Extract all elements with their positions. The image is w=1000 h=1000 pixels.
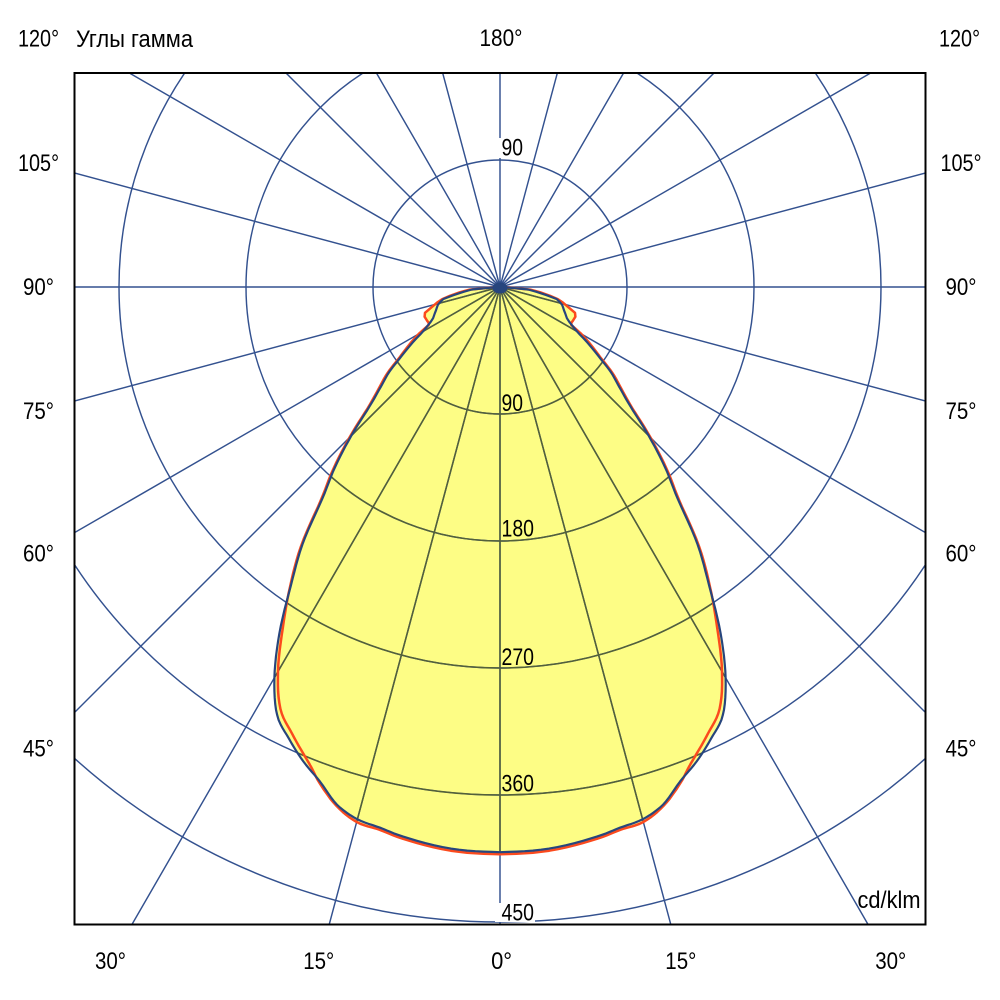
svg-text:75°: 75° xyxy=(946,398,977,425)
svg-text:270: 270 xyxy=(502,644,535,671)
svg-text:Углы гамма: Углы гамма xyxy=(76,26,194,53)
svg-text:90: 90 xyxy=(502,390,524,417)
svg-text:180: 180 xyxy=(502,516,535,543)
svg-text:90: 90 xyxy=(502,135,524,162)
svg-text:60°: 60° xyxy=(23,541,54,568)
svg-text:90°: 90° xyxy=(946,274,977,301)
svg-text:30°: 30° xyxy=(875,948,906,975)
svg-text:30°: 30° xyxy=(95,948,126,975)
svg-text:15°: 15° xyxy=(303,948,334,975)
svg-text:105°: 105° xyxy=(941,150,982,177)
svg-text:120°: 120° xyxy=(18,26,59,53)
svg-text:60°: 60° xyxy=(946,541,977,568)
svg-text:45°: 45° xyxy=(23,736,54,763)
svg-text:90°: 90° xyxy=(23,274,54,301)
svg-text:180°: 180° xyxy=(480,25,523,52)
svg-text:45°: 45° xyxy=(946,736,977,763)
svg-text:105°: 105° xyxy=(18,150,59,177)
svg-text:75°: 75° xyxy=(23,398,54,425)
svg-text:360: 360 xyxy=(502,771,535,798)
svg-text:0°: 0° xyxy=(491,948,512,975)
svg-text:450: 450 xyxy=(502,900,535,927)
svg-text:15°: 15° xyxy=(665,948,696,975)
svg-text:cd/klm: cd/klm xyxy=(858,887,921,914)
svg-text:120°: 120° xyxy=(939,26,980,53)
